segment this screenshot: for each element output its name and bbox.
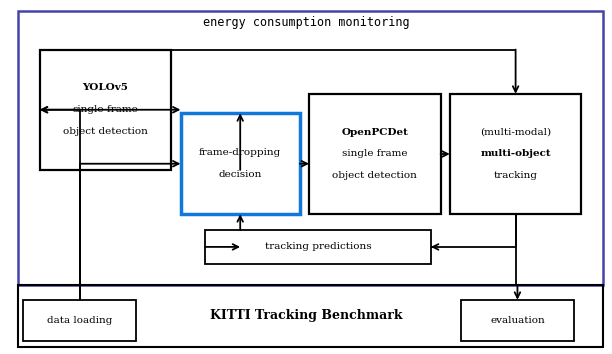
Bar: [461, 300, 574, 341]
Text: frame-dropping: frame-dropping: [199, 148, 282, 157]
Text: KITTI Tracking Benchmark: KITTI Tracking Benchmark: [210, 309, 402, 322]
Text: multi-object: multi-object: [480, 149, 551, 159]
Text: evaluation: evaluation: [490, 316, 545, 325]
Text: (multi-modal): (multi-modal): [480, 127, 551, 137]
Text: OpenPCDet: OpenPCDet: [341, 127, 408, 137]
Text: data loading: data loading: [47, 316, 113, 325]
Text: object detection: object detection: [63, 127, 148, 136]
Text: single frame: single frame: [342, 149, 408, 159]
Text: decision: decision: [218, 170, 262, 179]
Bar: [23, 300, 136, 341]
Text: tracking: tracking: [494, 171, 537, 181]
Bar: [181, 113, 300, 214]
Bar: [450, 94, 581, 214]
Bar: [309, 94, 441, 214]
Text: YOLOv5: YOLOv5: [83, 83, 129, 92]
Text: energy consumption monitoring: energy consumption monitoring: [203, 16, 409, 29]
Bar: [40, 50, 171, 170]
Text: object detection: object detection: [332, 171, 417, 181]
Bar: [205, 230, 431, 264]
Text: tracking predictions: tracking predictions: [265, 242, 371, 251]
Text: single-frame: single-frame: [73, 105, 138, 114]
Bar: [18, 11, 603, 285]
Bar: [18, 285, 603, 347]
